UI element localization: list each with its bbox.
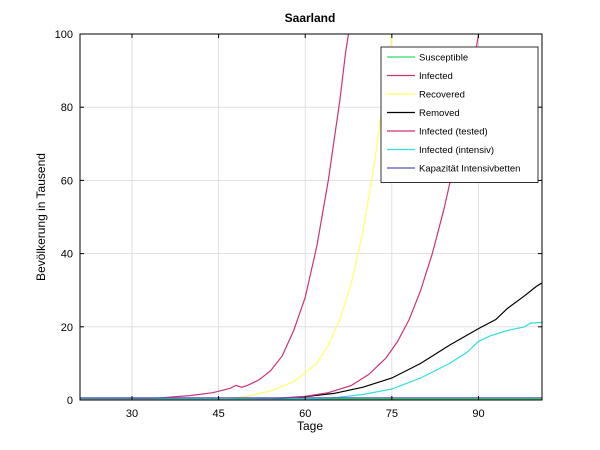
series-layer (80, 34, 542, 400)
y-tick-label: 80 (61, 102, 73, 114)
x-axis-ticks: 30 45 60 75 90 (126, 34, 485, 420)
legend-label: Infected (intensiv) (419, 145, 494, 156)
y-tick-label: 60 (61, 175, 73, 187)
y-tick-label: 20 (61, 322, 73, 334)
series-line-infected (80, 34, 350, 400)
y-tick-label: 100 (55, 29, 73, 41)
y-tick-label: 0 (67, 395, 73, 407)
legend-box (380, 46, 539, 183)
x-tick-label: 45 (212, 408, 224, 420)
x-tick-label: 90 (472, 408, 484, 420)
legend: Susceptible Infected Recovered Removed Infec… (380, 46, 539, 183)
plot-border (79, 33, 543, 401)
legend-label: Kapazität Intensivbetten (419, 164, 520, 175)
chart-title: Saarland (285, 11, 336, 25)
legend-label: Susceptible (419, 53, 468, 64)
x-tick-label: 30 (126, 408, 138, 420)
x-tick-label: 60 (299, 408, 311, 420)
series-line-recovered (80, 34, 393, 400)
x-axis-label: Tage (297, 419, 323, 433)
legend-label: Infected (tested) (419, 127, 488, 138)
x-tick-label: 75 (386, 408, 398, 420)
legend-label: Infected (419, 71, 453, 82)
legend-label: Recovered (419, 90, 465, 101)
y-axis-ticks: 0 20 40 60 80 100 (55, 29, 542, 407)
y-tick-label: 40 (61, 249, 73, 261)
y-axis-label: Bevölkerung in Tausend (34, 153, 48, 281)
legend-label: Removed (419, 108, 460, 119)
